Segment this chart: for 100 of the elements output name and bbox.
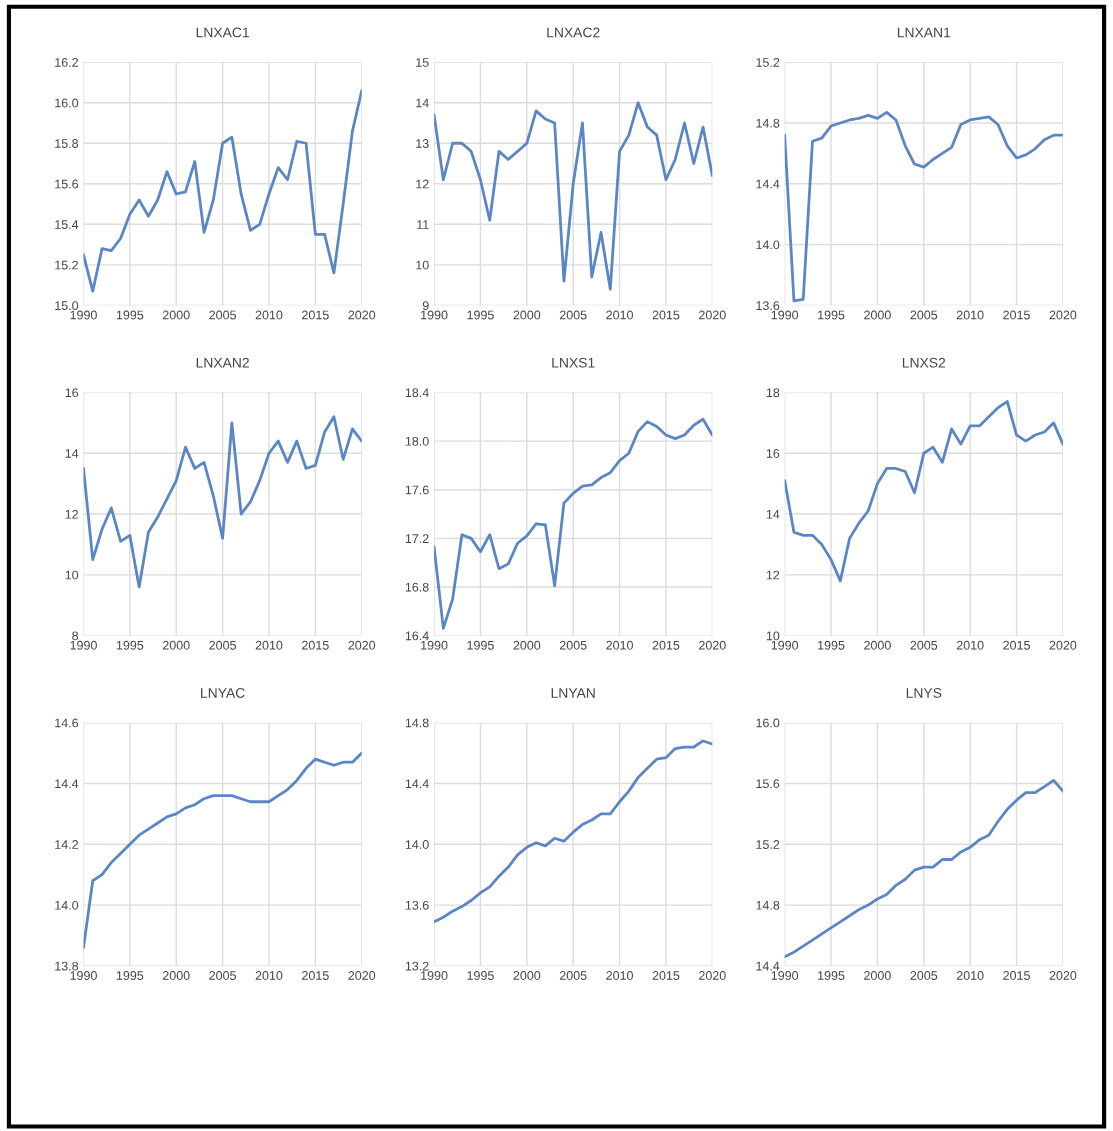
x-tick-label: 2020 bbox=[699, 310, 726, 320]
x-tick-label: 2010 bbox=[606, 310, 633, 320]
x-tick-label: 2015 bbox=[1003, 971, 1030, 980]
y-tick-label: 14.8 bbox=[405, 718, 429, 728]
y-tick-label: 18.4 bbox=[405, 388, 429, 398]
line-series bbox=[434, 101, 713, 291]
y-tick-label: 16 bbox=[65, 388, 79, 398]
x-tick-label: 1995 bbox=[116, 971, 144, 980]
y-tick-label: 10 bbox=[65, 570, 79, 580]
y-tick-label: 15.2 bbox=[756, 840, 780, 849]
x-tick-label: 2010 bbox=[606, 971, 633, 980]
x-tick-label: 2005 bbox=[559, 310, 587, 320]
y-tick-label: 14.4 bbox=[405, 779, 429, 789]
x-tick-label: 1995 bbox=[818, 310, 845, 320]
y-tick-label: 16.2 bbox=[55, 58, 78, 67]
y-tick-label: 18 bbox=[766, 388, 780, 398]
x-tick-label: 1990 bbox=[771, 971, 799, 980]
y-tick-label: 11 bbox=[417, 220, 429, 229]
x-tick-label: 2005 bbox=[910, 640, 938, 650]
x-tick-label: 1995 bbox=[467, 971, 494, 980]
x-tick-label: 2000 bbox=[513, 310, 541, 320]
line-series bbox=[434, 417, 713, 630]
y-tick-label: 17.6 bbox=[405, 485, 429, 495]
y-tick-label: 8 bbox=[72, 631, 79, 641]
x-tick-label: 1990 bbox=[70, 310, 97, 320]
x-tick-label: 2005 bbox=[910, 310, 938, 320]
x-tick-label: 1990 bbox=[70, 971, 97, 980]
y-tick-label: 13 bbox=[416, 139, 429, 148]
x-tick-label: 2005 bbox=[209, 310, 236, 320]
y-tick-label: 15.4 bbox=[55, 220, 79, 229]
x-tick-label: 1990 bbox=[421, 310, 448, 320]
x-tick-label: 2015 bbox=[302, 310, 329, 320]
x-tick-label: 1990 bbox=[421, 971, 448, 980]
y-tick-label: 18.0 bbox=[405, 436, 429, 446]
y-tick-label: 15.6 bbox=[55, 179, 79, 189]
y-tick-label: 15.0 bbox=[55, 301, 79, 311]
x-tick-label: 2000 bbox=[513, 640, 541, 650]
x-tick-label: 2010 bbox=[255, 640, 283, 650]
y-tick-label: 14 bbox=[416, 98, 429, 108]
x-tick-label: 2000 bbox=[513, 971, 541, 980]
chart-title: LNXS1 bbox=[552, 357, 595, 368]
y-tick-label: 16.0 bbox=[55, 98, 79, 108]
y-tick-label: 16.8 bbox=[405, 582, 429, 592]
x-tick-label: 2020 bbox=[348, 640, 376, 650]
x-tick-label: 1990 bbox=[421, 640, 448, 650]
line-series bbox=[83, 415, 362, 589]
x-tick-label: 2015 bbox=[302, 971, 329, 980]
chart-title: LNXS2 bbox=[902, 357, 946, 368]
y-tick-label: 14.0 bbox=[405, 840, 429, 849]
x-tick-label: 2020 bbox=[699, 971, 726, 980]
x-tick-label: 2015 bbox=[652, 310, 680, 320]
x-tick-label: 1995 bbox=[818, 971, 845, 980]
x-tick-label: 1995 bbox=[116, 310, 144, 320]
y-tick-label: 14 bbox=[65, 449, 79, 458]
x-tick-label: 2000 bbox=[162, 310, 190, 320]
x-tick-label: 1995 bbox=[116, 640, 144, 650]
x-tick-label: 2005 bbox=[910, 971, 938, 980]
x-tick-label: 2020 bbox=[348, 310, 376, 320]
x-tick-label: 2015 bbox=[302, 640, 329, 650]
y-tick-label: 15 bbox=[416, 58, 429, 67]
x-tick-label: 2015 bbox=[1003, 640, 1030, 650]
y-tick-label: 9 bbox=[422, 301, 429, 311]
x-tick-label: 2005 bbox=[209, 640, 236, 650]
x-tick-label: 1995 bbox=[818, 640, 845, 650]
x-tick-label: 2015 bbox=[652, 971, 680, 980]
x-tick-label: 1990 bbox=[70, 640, 97, 650]
y-tick-label: 12 bbox=[766, 570, 780, 580]
x-tick-label: 1995 bbox=[467, 640, 494, 650]
y-tick-label: 12 bbox=[416, 179, 429, 189]
line-series bbox=[83, 751, 362, 950]
x-tick-label: 1990 bbox=[771, 310, 799, 320]
chart-title: LNXAC1 bbox=[196, 27, 249, 38]
y-tick-label: 14.0 bbox=[756, 240, 780, 250]
y-tick-label: 13.2 bbox=[405, 961, 429, 971]
y-tick-label: 10 bbox=[766, 631, 780, 641]
x-tick-label: 2020 bbox=[1049, 971, 1077, 980]
x-tick-label: 2005 bbox=[559, 971, 587, 980]
y-tick-label: 14.4 bbox=[756, 179, 780, 189]
x-tick-label: 2000 bbox=[162, 640, 190, 650]
y-tick-label: 15.6 bbox=[756, 779, 780, 789]
y-tick-label: 14.8 bbox=[756, 118, 780, 128]
y-tick-label: 14.0 bbox=[55, 900, 79, 910]
y-tick-label: 16.0 bbox=[756, 718, 780, 728]
y-tick-label: 13.6 bbox=[756, 301, 780, 311]
x-tick-label: 2010 bbox=[956, 310, 984, 320]
y-tick-label: 14.8 bbox=[756, 900, 780, 910]
x-tick-label: 2005 bbox=[209, 971, 236, 980]
y-tick-label: 14.6 bbox=[55, 718, 79, 728]
chart-title: LNXAN1 bbox=[897, 27, 951, 38]
x-tick-label: 2010 bbox=[255, 310, 283, 320]
x-tick-label: 2000 bbox=[864, 310, 891, 320]
line-series bbox=[83, 89, 362, 293]
x-tick-label: 2010 bbox=[606, 640, 633, 650]
x-tick-label: 2015 bbox=[1003, 310, 1030, 320]
y-tick-label: 14.2 bbox=[55, 840, 78, 849]
y-tick-label: 14.4 bbox=[756, 961, 780, 971]
x-tick-label: 2005 bbox=[559, 640, 587, 650]
x-tick-label: 2000 bbox=[864, 971, 891, 980]
y-tick-label: 14 bbox=[766, 509, 780, 519]
y-tick-label: 16 bbox=[766, 449, 780, 458]
